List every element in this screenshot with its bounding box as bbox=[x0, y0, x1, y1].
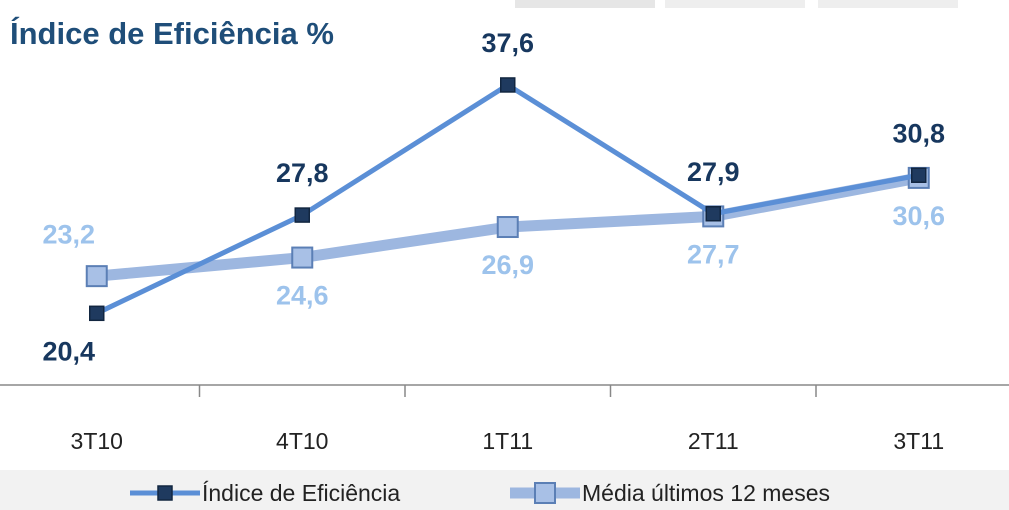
tab bbox=[665, 0, 805, 8]
data-label: 26,9 bbox=[481, 250, 534, 280]
x-tick-label: 1T11 bbox=[482, 428, 533, 454]
data-label: 24,6 bbox=[276, 281, 329, 311]
x-tick-label: 2T11 bbox=[688, 428, 739, 454]
point-marker bbox=[911, 167, 927, 183]
point-marker bbox=[291, 246, 314, 269]
data-label: 27,8 bbox=[276, 158, 329, 188]
x-tick-label: 3T11 bbox=[893, 428, 944, 454]
data-label: 27,7 bbox=[687, 240, 740, 270]
point-marker bbox=[705, 205, 721, 222]
data-label: 20,4 bbox=[42, 336, 95, 366]
x-tick-label: 3T10 bbox=[71, 428, 123, 454]
chart-title: Índice de Eficiência % bbox=[10, 16, 334, 51]
point-marker bbox=[89, 305, 105, 322]
tab bbox=[818, 0, 958, 8]
point-marker bbox=[294, 207, 310, 223]
legend-marker bbox=[157, 485, 173, 501]
data-label: 23,2 bbox=[42, 219, 95, 249]
point-marker bbox=[500, 77, 516, 93]
x-tick-label: 4T10 bbox=[276, 428, 328, 454]
data-label: 30,8 bbox=[892, 118, 945, 148]
data-label: 30,6 bbox=[892, 201, 945, 231]
legend-label: Índice de Eficiência bbox=[202, 480, 400, 506]
legend-marker bbox=[534, 482, 556, 504]
legend-label: Média últimos 12 meses bbox=[582, 480, 830, 506]
data-label: 37,6 bbox=[481, 28, 534, 58]
legend-band bbox=[0, 470, 1009, 510]
data-label: 27,9 bbox=[687, 157, 740, 187]
point-marker bbox=[85, 265, 108, 288]
point-marker bbox=[496, 216, 519, 239]
tab bbox=[515, 0, 655, 8]
